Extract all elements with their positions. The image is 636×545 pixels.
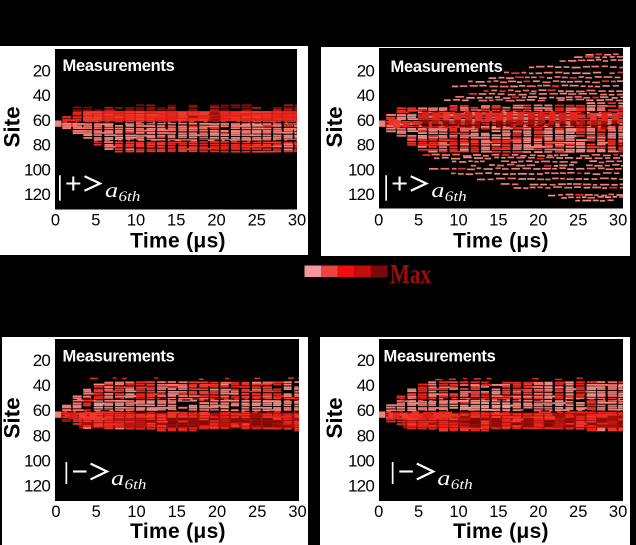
svg-text:Measurements: Measurements bbox=[391, 58, 503, 76]
svg-text:120: 120 bbox=[24, 185, 50, 204]
svg-text:Site: Site bbox=[0, 397, 25, 438]
svg-text:Site: Site bbox=[322, 106, 347, 147]
svg-text:5: 5 bbox=[414, 503, 423, 521]
svg-text:20: 20 bbox=[208, 503, 226, 521]
svg-text:15: 15 bbox=[489, 503, 507, 521]
svg-text:60: 60 bbox=[357, 111, 375, 130]
svg-text:40: 40 bbox=[33, 86, 51, 105]
svg-text:20: 20 bbox=[33, 351, 51, 370]
svg-text:20: 20 bbox=[33, 62, 51, 81]
svg-text:20: 20 bbox=[529, 212, 547, 230]
svg-text:25: 25 bbox=[569, 212, 587, 230]
svg-text:30: 30 bbox=[288, 503, 306, 521]
svg-text:40: 40 bbox=[357, 86, 375, 105]
svg-text:10: 10 bbox=[127, 503, 145, 521]
svg-text:80: 80 bbox=[33, 426, 51, 445]
svg-text:40: 40 bbox=[33, 376, 51, 395]
svg-text:60: 60 bbox=[33, 401, 51, 420]
svg-text:5: 5 bbox=[91, 212, 100, 230]
svg-text:60: 60 bbox=[357, 401, 375, 420]
svg-text:30: 30 bbox=[609, 212, 627, 230]
svg-text:80: 80 bbox=[33, 136, 51, 155]
svg-text:100: 100 bbox=[24, 160, 50, 179]
svg-text:Measurements: Measurements bbox=[63, 57, 175, 75]
svg-text:40: 40 bbox=[357, 376, 375, 395]
svg-text:Site: Site bbox=[322, 397, 347, 438]
svg-text:Time (μs): Time (μs) bbox=[453, 230, 549, 253]
svg-text:30: 30 bbox=[609, 503, 627, 521]
svg-text:20: 20 bbox=[207, 212, 225, 230]
svg-text:Measurements: Measurements bbox=[384, 348, 496, 366]
svg-text:25: 25 bbox=[569, 503, 587, 521]
svg-text:20: 20 bbox=[529, 503, 547, 521]
svg-text:15: 15 bbox=[168, 503, 186, 521]
svg-text:80: 80 bbox=[357, 426, 375, 445]
svg-text:0: 0 bbox=[374, 503, 383, 521]
svg-text:25: 25 bbox=[248, 212, 266, 230]
svg-text:10: 10 bbox=[449, 212, 467, 230]
svg-text:10: 10 bbox=[449, 503, 467, 521]
svg-text:120: 120 bbox=[348, 476, 374, 495]
svg-text:15: 15 bbox=[167, 212, 185, 230]
svg-text:5: 5 bbox=[92, 503, 101, 521]
svg-text:Time (μs): Time (μs) bbox=[453, 520, 549, 543]
svg-text:60: 60 bbox=[33, 111, 51, 130]
svg-text:15: 15 bbox=[489, 212, 507, 230]
svg-text:20: 20 bbox=[357, 351, 375, 370]
svg-text:20: 20 bbox=[357, 62, 375, 81]
svg-text:10: 10 bbox=[127, 212, 145, 230]
svg-text:0: 0 bbox=[51, 212, 60, 230]
svg-text:Site: Site bbox=[0, 106, 25, 147]
svg-text:120: 120 bbox=[348, 185, 374, 204]
svg-text:80: 80 bbox=[357, 136, 375, 155]
svg-text:100: 100 bbox=[348, 160, 374, 179]
svg-text:5: 5 bbox=[414, 212, 423, 230]
svg-text:100: 100 bbox=[24, 451, 50, 470]
svg-text:25: 25 bbox=[248, 503, 266, 521]
svg-text:100: 100 bbox=[348, 451, 374, 470]
svg-text:120: 120 bbox=[24, 476, 50, 495]
svg-text:0: 0 bbox=[51, 503, 60, 521]
svg-text:Time (μs): Time (μs) bbox=[130, 230, 226, 253]
svg-text:Max: Max bbox=[390, 259, 431, 289]
svg-text:Time (μs): Time (μs) bbox=[130, 520, 226, 543]
svg-text:30: 30 bbox=[288, 212, 306, 230]
svg-text:0: 0 bbox=[374, 212, 383, 230]
svg-text:Measurements: Measurements bbox=[63, 348, 175, 366]
